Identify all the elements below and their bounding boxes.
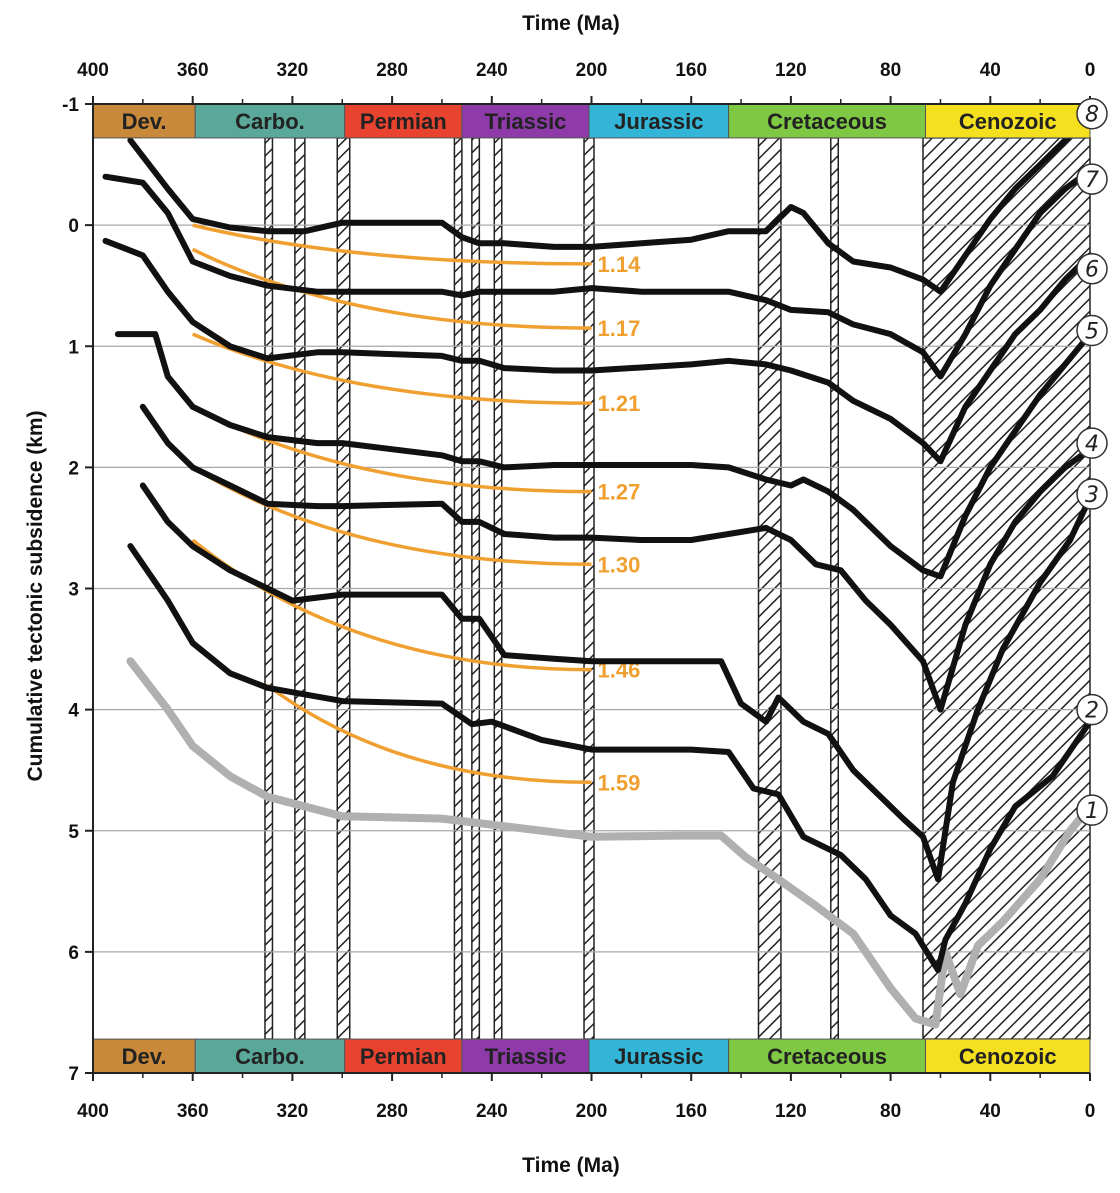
x-tick-label-bottom-200: 200 (576, 1101, 608, 1122)
fit-curve-label-1.27: 1.27 (598, 480, 641, 505)
series-line-7 (102, 167, 1093, 380)
axes: 4004003603603203202802802402402002001601… (62, 60, 1095, 1122)
labels: 1 2 3 4 5 6 7 8 (1076, 97, 1108, 826)
subsidence-series (102, 113, 1094, 1029)
series-line-8 (127, 113, 1093, 295)
well-label-4: 4 (1085, 432, 1099, 457)
x-tick-label-top-80: 80 (880, 60, 901, 81)
x-tick-label-top-40: 40 (980, 60, 1001, 81)
well-label-5: 5 (1085, 320, 1099, 345)
x-tick-label-bottom-120: 120 (775, 1101, 807, 1122)
x-tick-label-top-280: 280 (376, 60, 408, 81)
x-tick-label-top-160: 160 (675, 60, 707, 81)
y-tick-label-5: 5 (68, 822, 79, 843)
series-line-3 (139, 482, 1093, 883)
y-tick-label-0: 0 (68, 216, 79, 237)
well-label-1: 1 (1085, 799, 1099, 824)
well-marker-7 (1076, 163, 1108, 195)
well-label-7: 7 (1085, 168, 1099, 193)
fit-curve-1.46 (191, 538, 592, 672)
fit-curve-1.17 (191, 247, 592, 330)
well-marker-6 (1076, 252, 1108, 285)
well-label-3: 3 (1085, 483, 1099, 508)
period-label-top-triassic: Triassic (484, 109, 566, 134)
fit-curve-label-1.14: 1.14 (598, 252, 642, 277)
series-line-2 (127, 543, 1093, 973)
period-label-top-permian: Permian (360, 109, 447, 134)
period-bar-top-cretaceous (728, 103, 926, 139)
series-line-4 (139, 403, 1093, 713)
period-bars: Dev. Carbo. Permian Triassic Jurassic Cretace… (92, 103, 1091, 1074)
x-axis-title-top: Time (Ma) (522, 12, 620, 35)
period-label-bottom-carbo: Carbo. (235, 1044, 305, 1069)
x-tick-label-bottom-160: 160 (675, 1101, 707, 1122)
x-tick-label-top-400: 400 (77, 60, 109, 81)
fit-curve-1.59 (266, 683, 592, 785)
y-tick-label--1: -1 (62, 95, 79, 116)
well-label-8: 8 (1085, 103, 1099, 128)
period-bar-top-carbo (194, 103, 346, 139)
well-label-6: 6 (1085, 258, 1099, 283)
well-marker-8 (1076, 97, 1108, 130)
period-label-bottom-cretaceous: Cretaceous (767, 1044, 887, 1069)
period-label-bottom-permian: Permian (360, 1044, 447, 1069)
x-tick-label-bottom-360: 360 (177, 1101, 209, 1122)
period-bar-top-triassic (461, 103, 590, 139)
x-tick-label-top-0: 0 (1085, 60, 1096, 81)
y-tick-label-3: 3 (68, 580, 79, 601)
fit-curve-label-1.21: 1.21 (598, 391, 641, 416)
x-tick-label-top-320: 320 (277, 60, 309, 81)
period-label-top-cenozoic: Cenozoic (959, 109, 1057, 134)
x-tick-label-top-240: 240 (476, 60, 508, 81)
well-label-2: 2 (1085, 699, 1099, 724)
period-label-bottom-cenozoic: Cenozoic (959, 1044, 1057, 1069)
period-label-bottom-triassic: Triassic (484, 1044, 566, 1069)
series-line-1 (126, 657, 1094, 1029)
period-label-top-jurassic: Jurassic (614, 109, 703, 134)
x-tick-label-bottom-80: 80 (880, 1101, 901, 1122)
period-label-top-carbo: Carbo. (235, 109, 305, 134)
y-axis-title: Cumulative tectonic subsidence (km) (24, 410, 47, 781)
period-label-top-cretaceous: Cretaceous (767, 109, 887, 134)
fit-curve-label-1.59: 1.59 (598, 770, 641, 795)
x-tick-label-bottom-240: 240 (476, 1101, 508, 1122)
x-tick-label-bottom-400: 400 (77, 1101, 109, 1122)
period-bar-bottom-carbo (194, 1038, 346, 1074)
y-tick-label-2: 2 (68, 458, 79, 479)
y-tick-label-6: 6 (68, 943, 79, 964)
x-tick-label-bottom-0: 0 (1085, 1101, 1096, 1122)
well-marker-2 (1076, 693, 1108, 726)
period-bar-top-cenozoic (924, 103, 1091, 139)
well-marker-5 (1076, 314, 1108, 347)
x-tick-label-bottom-320: 320 (277, 1101, 309, 1122)
x-axis-title-bottom: Time (Ma) (522, 1154, 620, 1177)
period-bar-bottom-triassic (461, 1038, 590, 1074)
period-bar-bottom-jurassic (588, 1038, 730, 1074)
series-line-5 (114, 331, 1093, 580)
fit-curve-1.14 (192, 223, 592, 266)
period-label-bottom-dev: Dev. (122, 1044, 167, 1069)
well-marker-4 (1076, 427, 1108, 459)
series-line-6 (102, 237, 1093, 465)
y-tick-label-7: 7 (68, 1064, 79, 1085)
x-tick-label-top-200: 200 (576, 60, 608, 81)
y-tick-label-4: 4 (68, 701, 79, 722)
x-tick-label-bottom-280: 280 (376, 1101, 408, 1122)
x-tick-label-top-120: 120 (775, 60, 807, 81)
period-bar-bottom-permian (344, 1038, 463, 1074)
fit-curve-label-1.17: 1.17 (598, 316, 641, 341)
well-marker-1 (1076, 794, 1108, 826)
x-tick-label-bottom-40: 40 (980, 1101, 1001, 1122)
x-tick-label-top-360: 360 (177, 60, 209, 81)
period-label-top-dev: Dev. (122, 109, 167, 134)
well-marker-3 (1076, 478, 1108, 510)
fit-curve-1.30 (191, 465, 592, 567)
period-label-bottom-jurassic: Jurassic (614, 1044, 703, 1069)
y-tick-label-1: 1 (68, 337, 79, 358)
fit-curve-label-1.30: 1.30 (598, 552, 641, 577)
